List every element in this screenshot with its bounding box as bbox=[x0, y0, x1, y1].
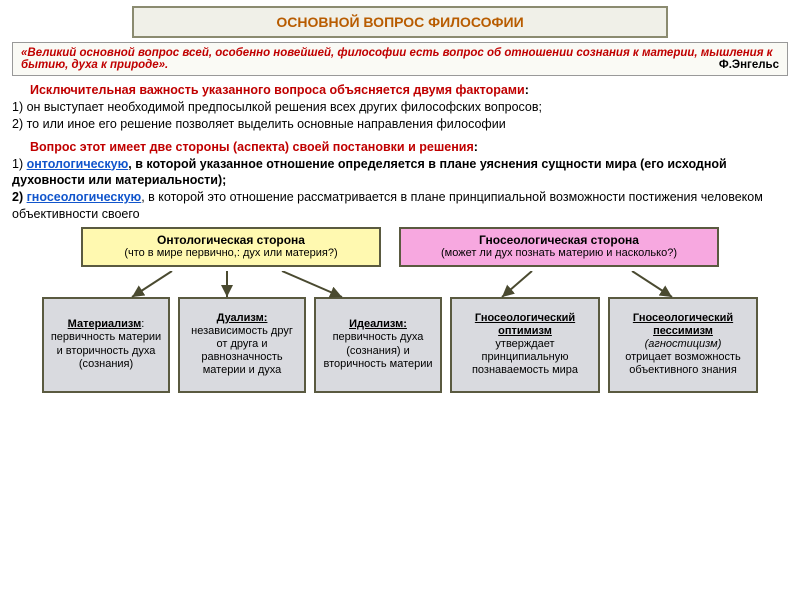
leaf3-body: утверждает принципиальную познаваемость … bbox=[458, 338, 592, 378]
onto-title: Онтологическая сторона bbox=[89, 233, 373, 247]
para1-lead: Исключительная важность указанного вопро… bbox=[12, 82, 788, 99]
para2-li1: 1) онтологическую, в которой указанное о… bbox=[12, 156, 788, 190]
onto-head: Онтологическая сторона (что в мире перви… bbox=[81, 227, 381, 267]
para2-li2: 2) гносеологическую, в которой это отнош… bbox=[12, 189, 788, 223]
diagram-heads: Онтологическая сторона (что в мире перви… bbox=[12, 227, 788, 267]
para1-lead-text: Исключительная важность указанного вопро… bbox=[30, 83, 525, 97]
leaf-materialism: Материализм: первичность материи и втори… bbox=[42, 297, 170, 393]
leaf4-title: Гносеологический пессимизм bbox=[616, 312, 750, 338]
li1-pre: 1) bbox=[12, 157, 27, 171]
li2-link: гносеологическую bbox=[27, 190, 142, 204]
leaf4-body: отрицает возможность объективного знания bbox=[616, 351, 750, 377]
leaf3-title: Гносеологический оптимизм bbox=[458, 312, 592, 338]
colon2: : bbox=[474, 140, 478, 154]
leaf4-sub: (агностицизм) bbox=[616, 338, 750, 351]
colon1: : bbox=[525, 83, 529, 97]
para2-lead-text: Вопрос этот имеет две стороны (аспекта) … bbox=[30, 140, 474, 154]
leaf2-body: первичность духа (сознания) и вторичност… bbox=[322, 331, 434, 371]
para2-lead: Вопрос этот имеет две стороны (аспекта) … bbox=[12, 139, 788, 156]
diagram-leaves: Материализм: первичность материи и втори… bbox=[12, 297, 788, 393]
para1-li2: 2) то или иное его решение позволяет выд… bbox=[12, 116, 788, 133]
leaf2-title: Идеализм: bbox=[322, 318, 434, 331]
onto-sub: (что в мире первично,: дух или материя?) bbox=[89, 247, 373, 260]
gnos-head: Гносеологическая сторона (может ли дух п… bbox=[399, 227, 719, 267]
leaf-pessimism: Гносеологический пессимизм (агностицизм)… bbox=[608, 297, 758, 393]
leaf1-title: Дуализм: bbox=[186, 312, 298, 325]
gnos-title: Гносеологическая сторона bbox=[407, 233, 711, 247]
page-title-box: ОСНОВНОЙ ВОПРОС ФИЛОСОФИИ bbox=[132, 6, 668, 38]
gnos-sub: (может ли дух познать материю и наскольк… bbox=[407, 247, 711, 260]
leaf-idealism: Идеализм: первичность духа (сознания) и … bbox=[314, 297, 442, 393]
leaf-optimism: Гносеологический оптимизм утверждает при… bbox=[450, 297, 600, 393]
quote-box: «Великий основной вопрос всей, особенно … bbox=[12, 42, 788, 76]
li1-link: онтологическую bbox=[27, 157, 129, 171]
quote-text: «Великий основной вопрос всей, особенно … bbox=[21, 47, 773, 71]
para1-li1: 1) он выступает необходимой предпосылкой… bbox=[12, 99, 788, 116]
leaf-dualism: Дуализм: независимость друг от друга и р… bbox=[178, 297, 306, 393]
diagram: Онтологическая сторона (что в мире перви… bbox=[12, 227, 788, 393]
leaf0-sep: : bbox=[141, 318, 144, 330]
page-title: ОСНОВНОЙ ВОПРОС ФИЛОСОФИИ bbox=[276, 14, 523, 30]
leaf1-body: независимость друг от друга и равнозначн… bbox=[186, 325, 298, 378]
leaf0-title: Материализм bbox=[68, 318, 142, 330]
quote-author: Ф.Энгельс bbox=[719, 59, 779, 71]
li2-pre: 2) bbox=[12, 190, 27, 204]
content: Исключительная важность указанного вопро… bbox=[12, 82, 788, 223]
leaf0-body: первичность материи и вторичность духа (… bbox=[50, 331, 162, 371]
